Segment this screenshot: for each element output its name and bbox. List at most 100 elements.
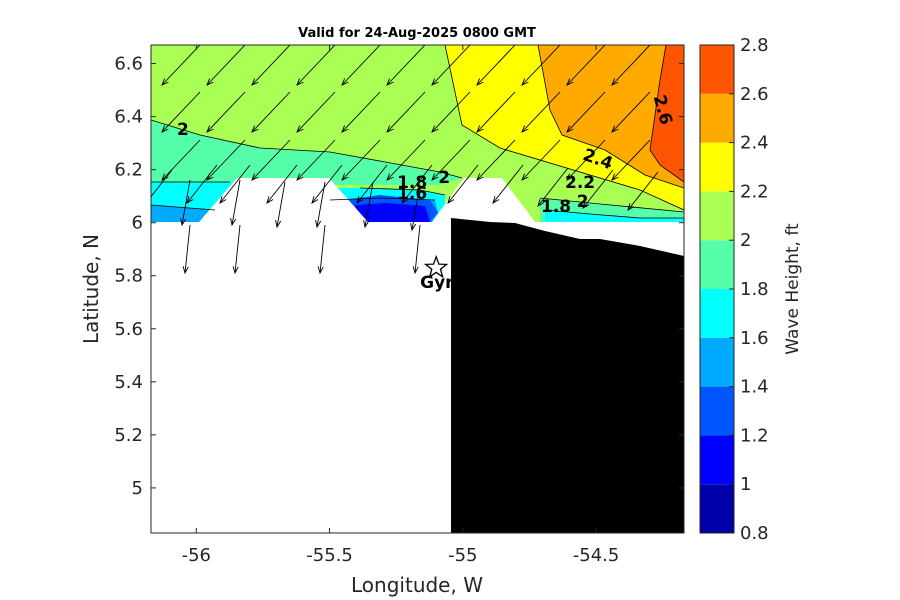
arrow-icon <box>151 169 173 198</box>
y-tick-label: 6.4 <box>114 107 143 128</box>
arrow-icon <box>476 91 516 133</box>
colorbar-swatch <box>700 240 734 289</box>
arrow-icon <box>186 164 218 204</box>
y-axis-label: Latitude, N <box>79 234 103 344</box>
colorbar-tick-label: 1.8 <box>740 279 769 300</box>
contour-label: 2.2 <box>565 173 595 193</box>
y-tick-label: 6 <box>132 213 143 234</box>
arrow-icon <box>410 184 421 232</box>
arrow-icon <box>311 164 343 204</box>
contour-line-2-east <box>539 197 684 213</box>
arrow-icon <box>161 45 201 86</box>
x-axis-label: Longitude, W <box>351 573 483 597</box>
colorbar-tick-label: 2.6 <box>740 84 769 105</box>
x-tick-label: -54.5 <box>573 545 620 566</box>
colorbar-tick-label: 2.8 <box>740 35 769 56</box>
colorbar-swatch <box>700 337 734 387</box>
colorbar-swatch <box>700 93 734 143</box>
arrow-icon <box>611 139 651 181</box>
arrow-icon <box>401 164 433 204</box>
arrow-icon <box>296 45 336 86</box>
no-data-mask <box>151 178 684 533</box>
arrow-icon <box>566 139 606 181</box>
arrow-icon <box>431 91 471 133</box>
y-tick-label: 5.8 <box>114 266 143 287</box>
arrow-icon <box>386 45 426 86</box>
arrow-icon <box>317 224 326 275</box>
arrow-icon <box>182 224 191 275</box>
colorbar-tick-label: 2 <box>740 230 751 251</box>
land-mass <box>451 218 684 533</box>
arrow-icon <box>251 45 291 86</box>
colorbar-tick-label: 2.4 <box>740 133 769 154</box>
x-tick-label: -55.5 <box>306 545 353 566</box>
arrow-icon <box>266 164 298 204</box>
contour-lines <box>151 45 684 219</box>
band-2.4-2.6 <box>538 45 684 188</box>
y-tick-label: 6.6 <box>114 54 143 75</box>
arrow-icon <box>315 181 326 229</box>
x-tick-label: -55 <box>448 545 477 566</box>
colorbar: 0.8 1 1.2 1.4 1.6 1.8 2 2.2 2.4 2.6 2.8 <box>699 35 769 544</box>
contour-line-2 <box>151 119 463 179</box>
site-marker: Gyr <box>420 254 454 293</box>
arrow-icon <box>537 167 569 207</box>
contour-label: 2 <box>577 192 589 212</box>
arrow-icon <box>341 91 381 133</box>
arrow-icon <box>232 224 241 275</box>
site-label: Gyr <box>420 273 454 293</box>
arrow-icon <box>386 139 426 181</box>
arrow-icon <box>230 179 241 227</box>
arrow-icon <box>341 45 381 86</box>
star-icon <box>423 254 449 279</box>
arrow-icon <box>521 91 561 133</box>
arrow-icon <box>206 91 246 133</box>
band-1.0-1.2 <box>355 203 430 222</box>
wave-direction-arrows <box>151 45 659 275</box>
arrow-icon <box>627 171 659 211</box>
colorbar-tick-label: 2.2 <box>740 181 769 202</box>
colorbar-tick-label: 1.4 <box>740 377 769 398</box>
coast-mask-east <box>514 222 684 255</box>
y-axis-ticks: 5 5.2 5.4 5.6 5.8 6 6.2 6.4 6.6 <box>114 54 684 499</box>
arrow-icon <box>296 139 336 181</box>
y-tick-label: 5 <box>132 478 143 499</box>
y-tick-label: 5.6 <box>114 319 143 340</box>
contour-line-1.8 <box>151 181 446 196</box>
arrow-icon <box>492 164 524 204</box>
contour-label: 1.8 <box>397 173 427 193</box>
arrow-icon <box>251 91 291 133</box>
arrow-icon <box>341 139 381 181</box>
colorbar-tick-label: 1.6 <box>740 328 769 349</box>
contour-label: 1.6 <box>397 184 427 204</box>
land-mask-mid <box>432 178 535 222</box>
contour-line-2.4 <box>537 45 684 189</box>
colorbar-tick-label: 1.2 <box>740 425 769 446</box>
colorbar-swatch <box>700 386 734 436</box>
arrow-icon <box>296 91 336 133</box>
colorbar-swatch <box>700 435 734 485</box>
arrow-icon <box>219 164 251 204</box>
x-tick-label: -56 <box>182 545 211 566</box>
contour-label: 2 <box>438 168 450 188</box>
arrow-icon <box>566 91 606 133</box>
land-mask-west <box>151 178 451 533</box>
colorbar-swatch <box>700 289 734 338</box>
x-axis-ticks: -56 -55.5 -55 -54.5 <box>182 45 620 566</box>
contour-line-2.6 <box>649 45 684 183</box>
arrow-icon <box>582 169 614 209</box>
colorbar-tick-label: 1 <box>740 474 751 495</box>
arrow-icon <box>431 45 471 86</box>
arrow-icon <box>431 139 471 181</box>
arrow-icon <box>180 179 191 227</box>
arrow-icon <box>412 224 421 275</box>
arrow-icon <box>611 91 651 133</box>
chart-title: Valid for 24-Aug-2025 0800 GMT <box>298 26 536 41</box>
contour-labels: 21.8 21.62.42.21.8 22.6 <box>177 93 676 217</box>
arrow-icon <box>566 45 606 86</box>
arrow-icon <box>386 91 426 133</box>
contour-line-1.6 <box>151 197 436 211</box>
arrow-icon <box>356 164 388 204</box>
